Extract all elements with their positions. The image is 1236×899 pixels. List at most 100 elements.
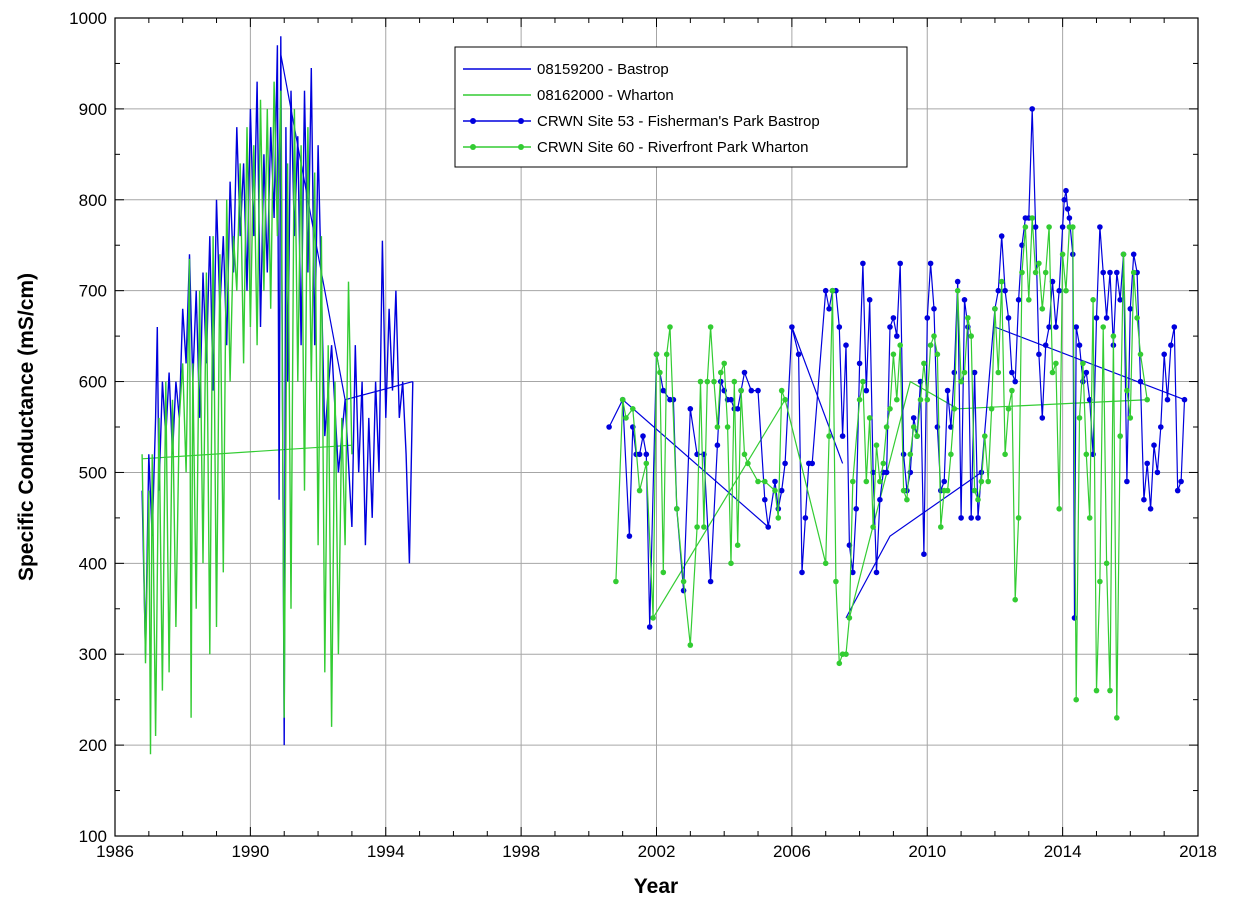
data-point	[755, 387, 761, 394]
data-point	[1005, 406, 1012, 412]
data-point	[1114, 715, 1120, 721]
data-point	[826, 433, 832, 439]
data-point	[795, 351, 802, 358]
legend-label: 08159200 - Bastrop	[537, 61, 669, 78]
series-2	[141, 81, 353, 755]
data-point	[998, 233, 1005, 239]
data-point	[860, 378, 866, 385]
data-point	[921, 360, 927, 367]
data-point	[931, 333, 937, 339]
data-point	[1124, 387, 1130, 394]
data-point	[866, 415, 873, 421]
x-tick-label: 1998	[502, 842, 540, 861]
data-point	[714, 442, 721, 449]
data-point	[1046, 324, 1052, 330]
legend-marker	[518, 144, 524, 150]
data-point	[1029, 106, 1035, 112]
data-point	[1080, 360, 1086, 367]
data-point	[1127, 306, 1134, 312]
data-point	[1076, 342, 1083, 349]
series-line	[141, 36, 414, 746]
data-point	[927, 342, 934, 349]
data-point	[856, 360, 863, 367]
x-tick-label: 1990	[231, 842, 269, 861]
data-point	[680, 578, 687, 585]
data-point	[613, 578, 619, 585]
series-1	[141, 36, 414, 746]
data-point	[951, 406, 958, 412]
data-point	[1137, 351, 1144, 358]
x-tick-label: 2014	[1044, 842, 1082, 861]
data-point	[782, 460, 788, 467]
data-point	[1049, 278, 1056, 285]
data-point	[1110, 333, 1117, 339]
data-point	[961, 369, 968, 376]
data-point	[965, 315, 971, 321]
data-point	[1009, 369, 1015, 376]
data-point	[958, 378, 964, 385]
data-point	[1107, 269, 1113, 276]
data-point	[1029, 215, 1035, 221]
data-point	[822, 287, 829, 294]
y-tick-label: 300	[79, 645, 107, 664]
data-point	[883, 469, 890, 476]
data-point	[863, 387, 870, 394]
data-point	[985, 478, 991, 485]
data-point	[650, 615, 656, 621]
data-point	[660, 387, 667, 394]
x-tick-label: 1994	[367, 842, 405, 861]
data-point	[1117, 433, 1123, 439]
data-point	[623, 415, 629, 421]
data-point	[924, 396, 931, 403]
data-point	[619, 396, 626, 403]
data-point	[954, 278, 961, 285]
data-point	[877, 496, 883, 503]
y-tick-label: 800	[79, 191, 107, 210]
data-point	[826, 306, 832, 312]
data-point	[992, 306, 998, 312]
data-point	[1049, 369, 1056, 376]
data-point	[734, 406, 741, 412]
data-point	[1093, 315, 1100, 321]
data-point	[606, 424, 612, 430]
data-point	[1086, 515, 1093, 521]
data-point	[887, 324, 893, 330]
data-point	[1178, 478, 1184, 485]
data-point	[1144, 396, 1150, 403]
data-point	[978, 478, 985, 485]
data-point	[1103, 560, 1110, 567]
data-point	[694, 524, 700, 530]
data-point	[839, 433, 846, 439]
x-tick-label: 1986	[96, 842, 134, 861]
data-point	[1039, 306, 1046, 312]
data-point	[910, 424, 917, 430]
data-point	[971, 487, 978, 494]
data-point	[866, 297, 873, 303]
data-point	[1015, 297, 1022, 303]
data-point	[1097, 224, 1103, 230]
data-point	[1164, 396, 1171, 403]
data-point	[721, 360, 727, 367]
data-point	[636, 451, 643, 458]
data-point	[998, 278, 1005, 285]
data-point	[1127, 415, 1134, 421]
data-point	[1012, 378, 1018, 385]
legend-marker	[518, 118, 524, 124]
y-tick-label: 600	[79, 373, 107, 392]
data-point	[718, 369, 724, 376]
data-point	[860, 260, 866, 267]
x-tick-label: 2010	[908, 842, 946, 861]
data-point	[833, 578, 839, 585]
data-point	[775, 515, 782, 521]
data-point	[1168, 342, 1174, 349]
legend-marker	[470, 144, 476, 150]
y-tick-label: 700	[79, 282, 107, 301]
legend-label: 08162000 - Wharton	[537, 87, 674, 104]
data-point	[1100, 269, 1106, 276]
data-point	[938, 524, 944, 530]
data-point	[1093, 687, 1100, 694]
data-point	[1063, 187, 1069, 194]
data-point	[883, 424, 890, 430]
data-point	[894, 333, 900, 339]
data-point	[674, 506, 680, 512]
